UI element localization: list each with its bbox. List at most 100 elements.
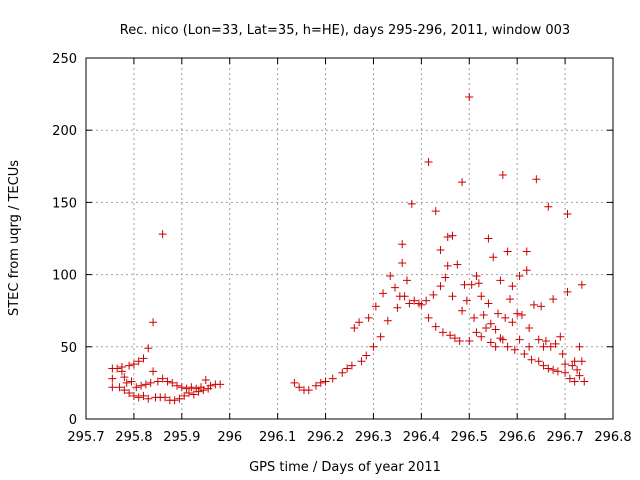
data-point (431, 322, 440, 331)
data-point (436, 282, 445, 291)
data-point (405, 299, 414, 308)
data-point (129, 360, 138, 369)
data-point (534, 335, 543, 344)
data-point (539, 361, 548, 370)
data-point (489, 253, 498, 262)
data-point (357, 357, 366, 366)
data-point (484, 234, 493, 243)
data-point (448, 231, 457, 240)
data-point (122, 378, 131, 387)
data-point (168, 378, 177, 387)
data-point (558, 350, 567, 359)
data-point (125, 389, 134, 398)
data-point (513, 309, 522, 318)
data-point (520, 350, 529, 359)
data-point (343, 364, 352, 373)
data-point (206, 381, 215, 390)
data-point (551, 339, 560, 348)
data-point (529, 300, 538, 309)
data-point (134, 393, 143, 402)
data-point (441, 273, 450, 282)
y-axis: 0 50 100 150 200 250 (52, 52, 613, 428)
data-point (570, 377, 579, 386)
data-point (549, 365, 558, 374)
data-point (398, 259, 407, 268)
data-point (429, 290, 438, 299)
data-point (494, 309, 503, 318)
data-point (379, 289, 388, 298)
data-point (472, 328, 481, 337)
data-point (422, 296, 431, 305)
data-point (139, 391, 148, 400)
x-tick-label: 295.9 (163, 430, 200, 445)
x-tick-label: 296.8 (594, 430, 631, 445)
data-point (163, 377, 172, 386)
data-point (158, 230, 167, 239)
x-axis-title: GPS time / Days of year 2011 (249, 460, 441, 475)
data-point (443, 261, 452, 270)
data-point (431, 207, 440, 216)
data-point (187, 383, 196, 392)
data-point (563, 287, 572, 296)
data-point (527, 355, 536, 364)
data-point (525, 342, 534, 351)
data-point (570, 357, 579, 366)
data-point (503, 342, 512, 351)
data-point (182, 384, 191, 393)
data-point (369, 342, 378, 351)
data-point (549, 295, 558, 304)
y-tick-label: 150 (52, 196, 77, 211)
data-point (161, 393, 170, 402)
data-point (577, 357, 586, 366)
data-point (153, 377, 162, 386)
data-point (295, 383, 304, 392)
data-point (417, 300, 426, 309)
data-point (376, 332, 385, 341)
y-tick-label: 250 (52, 52, 77, 67)
x-tick-label: 295.8 (115, 430, 152, 445)
data-point (338, 368, 347, 377)
x-tick-label: 296.1 (259, 430, 296, 445)
data-point (350, 324, 359, 333)
data-point (402, 276, 411, 285)
data-point (117, 363, 126, 372)
data-point (541, 337, 550, 346)
data-point (424, 157, 433, 166)
data-point (355, 318, 364, 327)
data-point (546, 342, 555, 351)
data-point (458, 178, 467, 187)
data-point (383, 316, 392, 325)
y-tick-label: 100 (52, 269, 77, 284)
data-point (443, 233, 452, 242)
data-point (424, 313, 433, 322)
data-point (108, 374, 117, 383)
data-point (216, 380, 225, 389)
data-point (134, 357, 143, 366)
chart-title: Rec. nico (Lon=33, Lat=35, h=HE), days 2… (120, 23, 570, 38)
data-point (573, 365, 582, 374)
data-point (137, 381, 146, 390)
data-point (477, 292, 486, 301)
data-point (371, 302, 380, 311)
data-point (561, 368, 570, 377)
data-point (144, 344, 153, 353)
data-point (532, 175, 541, 184)
data-point (470, 313, 479, 322)
y-tick-label: 50 (60, 341, 77, 356)
data-point (173, 381, 182, 390)
data-point (510, 345, 519, 354)
data-point (311, 381, 320, 390)
data-point (113, 364, 122, 373)
data-point (565, 374, 574, 383)
y-tick-label: 0 (69, 413, 77, 428)
data-point (498, 335, 507, 344)
data-point (180, 391, 189, 400)
data-point (482, 324, 491, 333)
data-point (328, 374, 337, 383)
data-point (501, 313, 510, 322)
data-point (539, 342, 548, 351)
data-point (120, 373, 129, 382)
data-point (544, 202, 553, 211)
data-point (479, 311, 488, 320)
